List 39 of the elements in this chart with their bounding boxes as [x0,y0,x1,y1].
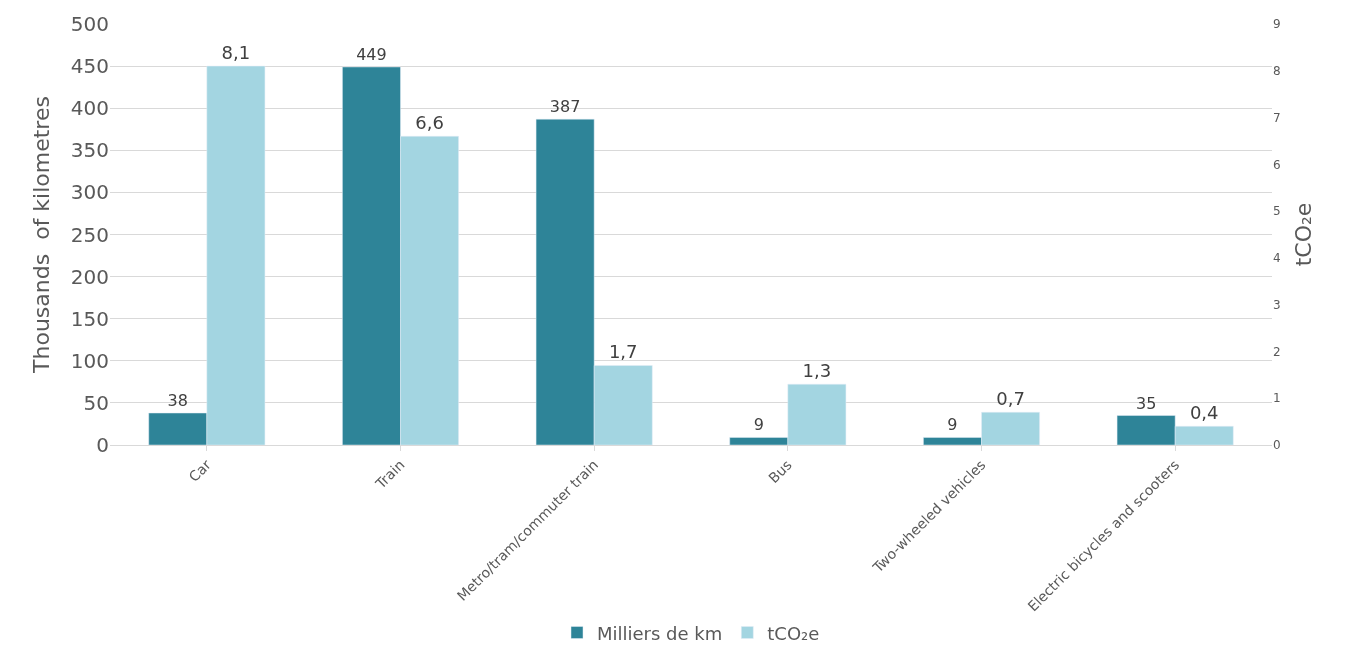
y2-tick-label: 5 [1273,204,1281,219]
y2-tick-label: 1 [1273,391,1281,406]
y-tick-label: 500 [70,12,109,36]
y2-tick-label: 7 [1273,110,1281,125]
y2-tick-label: 4 [1273,251,1281,266]
y2-tick-label: 8 [1273,63,1281,78]
x-tick-label: Bus [765,456,795,487]
data-label: 8,1 [221,42,251,64]
x-tick-label: Car [185,456,215,485]
y-tick-label: 50 [83,390,109,415]
data-label: 35 [1135,393,1157,413]
data-label: 9 [947,415,958,435]
y-tick-label: 350 [70,138,109,163]
data-label: 1,7 [608,341,638,363]
y2-tick-label: 9 [1273,17,1281,32]
y2-tick-label: 6 [1273,157,1281,172]
y-tick-label: 200 [70,264,109,289]
y-tick-label: 0 [96,433,109,457]
y-axis-title: Thousands of kilometres [28,96,54,374]
y-tick-label: 450 [70,54,109,79]
legend-label: Milliers de km [597,622,723,644]
data-label: 0,4 [1189,402,1219,424]
y-tick-label: 300 [70,180,109,205]
data-label: 0,7 [996,388,1025,410]
y-tick-label: 400 [70,96,109,121]
y2-tick-label: 3 [1273,297,1281,312]
y2-axis-title: tCO₂e [1290,202,1316,267]
y2-tick-label: 2 [1273,344,1281,359]
data-label: 6,6 [415,112,444,134]
y2-tick-label: 0 [1273,438,1281,453]
data-label: 38 [167,391,188,410]
y-tick-label: 150 [70,306,109,331]
legend-label: tCO₂e [767,622,820,644]
data-label: 449 [356,44,387,64]
data-label: 9 [753,415,764,435]
y-tick-label: 250 [70,222,109,247]
data-label: 387 [549,97,581,117]
y-tick-label: 100 [70,348,109,373]
data-label: 1,3 [802,360,832,382]
